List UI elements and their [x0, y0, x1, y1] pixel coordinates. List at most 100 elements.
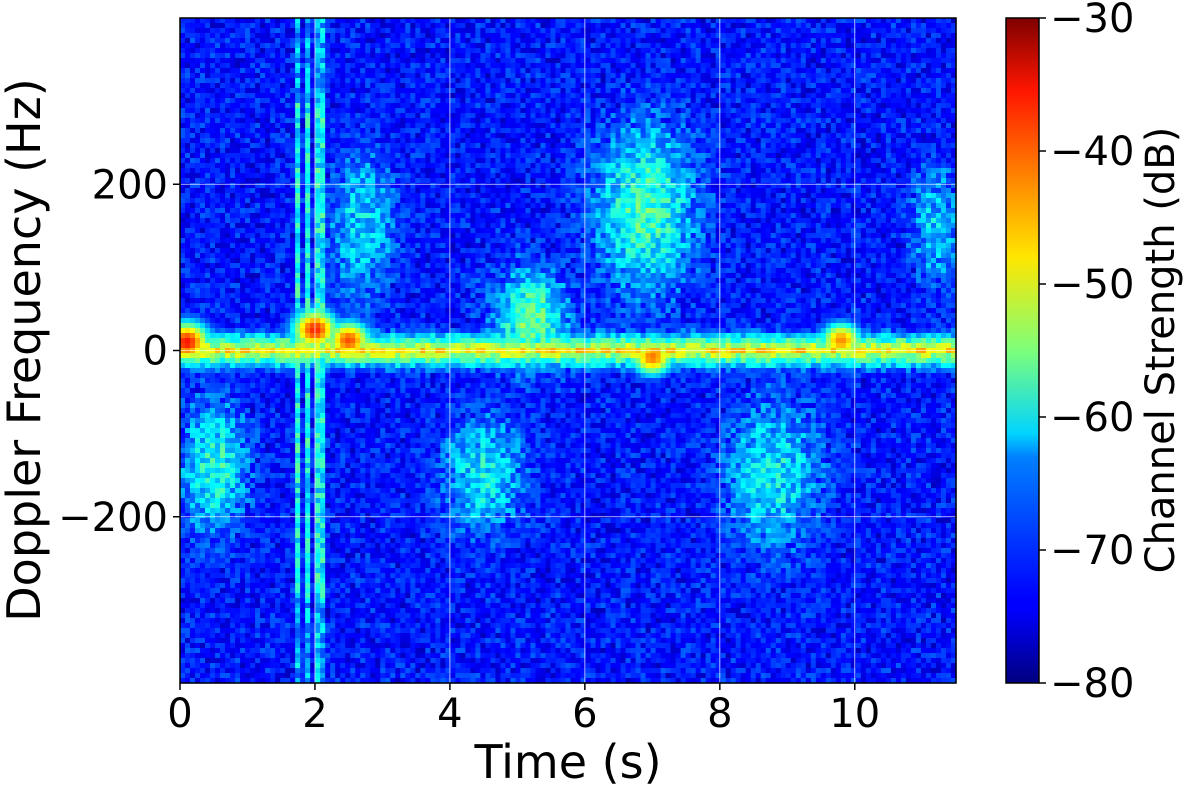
heatmap-cell — [295, 468, 301, 474]
heatmap-cell — [355, 313, 361, 319]
heatmap-cell — [250, 428, 256, 434]
heatmap-cell — [360, 308, 366, 314]
heatmap-cell — [230, 668, 236, 674]
heatmap-cell — [325, 648, 331, 654]
heatmap-cell — [205, 303, 211, 309]
heatmap-cell — [285, 403, 291, 409]
heatmap-cell — [325, 563, 331, 569]
heatmap-cell — [280, 453, 286, 459]
heatmap-cell — [230, 598, 236, 604]
heatmap-cell — [190, 658, 196, 664]
heatmap-cell — [270, 443, 276, 449]
heatmap-cell — [245, 463, 251, 469]
heatmap-cell — [285, 118, 291, 124]
heatmap-cell — [185, 353, 191, 359]
heatmap-cell — [185, 108, 191, 114]
heatmap-cell — [260, 108, 266, 114]
heatmap-cell — [315, 223, 321, 229]
heatmap-cell — [335, 258, 341, 264]
heatmap-cell — [355, 563, 361, 569]
heatmap-cell — [260, 238, 266, 244]
heatmap-cell — [275, 573, 281, 579]
heatmap-cell — [220, 228, 226, 234]
heatmap-cell — [345, 78, 351, 84]
heatmap-cell — [335, 353, 341, 359]
heatmap-cell — [360, 108, 366, 114]
heatmap-cell — [285, 153, 291, 159]
heatmap-cell — [315, 458, 321, 464]
heatmap-cell — [180, 318, 186, 324]
heatmap-cell — [350, 28, 356, 34]
heatmap-cell — [210, 423, 216, 429]
heatmap-cell — [280, 423, 286, 429]
heatmap-cell — [230, 448, 236, 454]
heatmap-cell — [260, 363, 266, 369]
heatmap-cell — [355, 623, 361, 629]
heatmap-cell — [195, 138, 201, 144]
heatmap-cell — [225, 628, 231, 634]
heatmap-cell — [200, 518, 206, 524]
heatmap-cell — [295, 138, 301, 144]
heatmap-cell — [300, 578, 306, 584]
heatmap-cell — [300, 568, 306, 574]
heatmap-cell — [285, 433, 291, 439]
heatmap-cell — [225, 658, 231, 664]
heatmap-cell — [335, 628, 341, 634]
heatmap-cell — [260, 478, 266, 484]
heatmap-cell — [290, 588, 296, 594]
heatmap-cell — [310, 678, 316, 684]
heatmap-cell — [310, 303, 316, 309]
heatmap-cell — [245, 253, 251, 259]
heatmap-cell — [185, 458, 191, 464]
heatmap-cell — [275, 528, 281, 534]
heatmap-cell — [300, 68, 306, 74]
heatmap-cell — [220, 48, 226, 54]
heatmap-cell — [215, 88, 221, 94]
heatmap-cell — [185, 638, 191, 644]
heatmap-cell — [245, 43, 251, 49]
heatmap-cell — [290, 213, 296, 219]
heatmap-cell — [300, 413, 306, 419]
heatmap-cell — [195, 328, 201, 334]
heatmap-cell — [295, 633, 301, 639]
heatmap-cell — [275, 238, 281, 244]
heatmap-cell — [295, 308, 301, 314]
heatmap-cell — [225, 113, 231, 119]
heatmap-cell — [355, 488, 361, 494]
heatmap-cell — [330, 93, 336, 99]
heatmap-cell — [245, 173, 251, 179]
heatmap-cell — [340, 28, 346, 34]
heatmap-cell — [355, 643, 361, 649]
heatmap-cell — [205, 213, 211, 219]
heatmap-cell — [290, 238, 296, 244]
heatmap-cell — [255, 198, 261, 204]
heatmap-cell — [355, 38, 361, 44]
heatmap-cell — [185, 643, 191, 649]
heatmap-cell — [345, 673, 351, 679]
heatmap-cell — [255, 58, 261, 64]
heatmap-cell — [230, 323, 236, 329]
heatmap-cell — [180, 168, 186, 174]
heatmap-cell — [325, 363, 331, 369]
heatmap-cell — [350, 198, 356, 204]
heatmap-cell — [295, 653, 301, 659]
heatmap-cell — [340, 218, 346, 224]
heatmap-cell — [280, 323, 286, 329]
heatmap-cell — [265, 68, 271, 74]
heatmap-cell — [315, 648, 321, 654]
heatmap-cell — [180, 148, 186, 154]
heatmap-cell — [230, 178, 236, 184]
heatmap-cell — [305, 598, 311, 604]
heatmap-cell — [245, 133, 251, 139]
heatmap-cell — [335, 113, 341, 119]
heatmap-cell — [210, 573, 216, 579]
heatmap-cell — [205, 43, 211, 49]
heatmap-cell — [280, 383, 286, 389]
heatmap-cell — [220, 128, 226, 134]
heatmap-cell — [220, 298, 226, 304]
heatmap-cell — [355, 593, 361, 599]
heatmap-cell — [235, 223, 241, 229]
heatmap-cell — [220, 253, 226, 259]
heatmap-cell — [315, 563, 321, 569]
heatmap-cell — [365, 228, 371, 234]
